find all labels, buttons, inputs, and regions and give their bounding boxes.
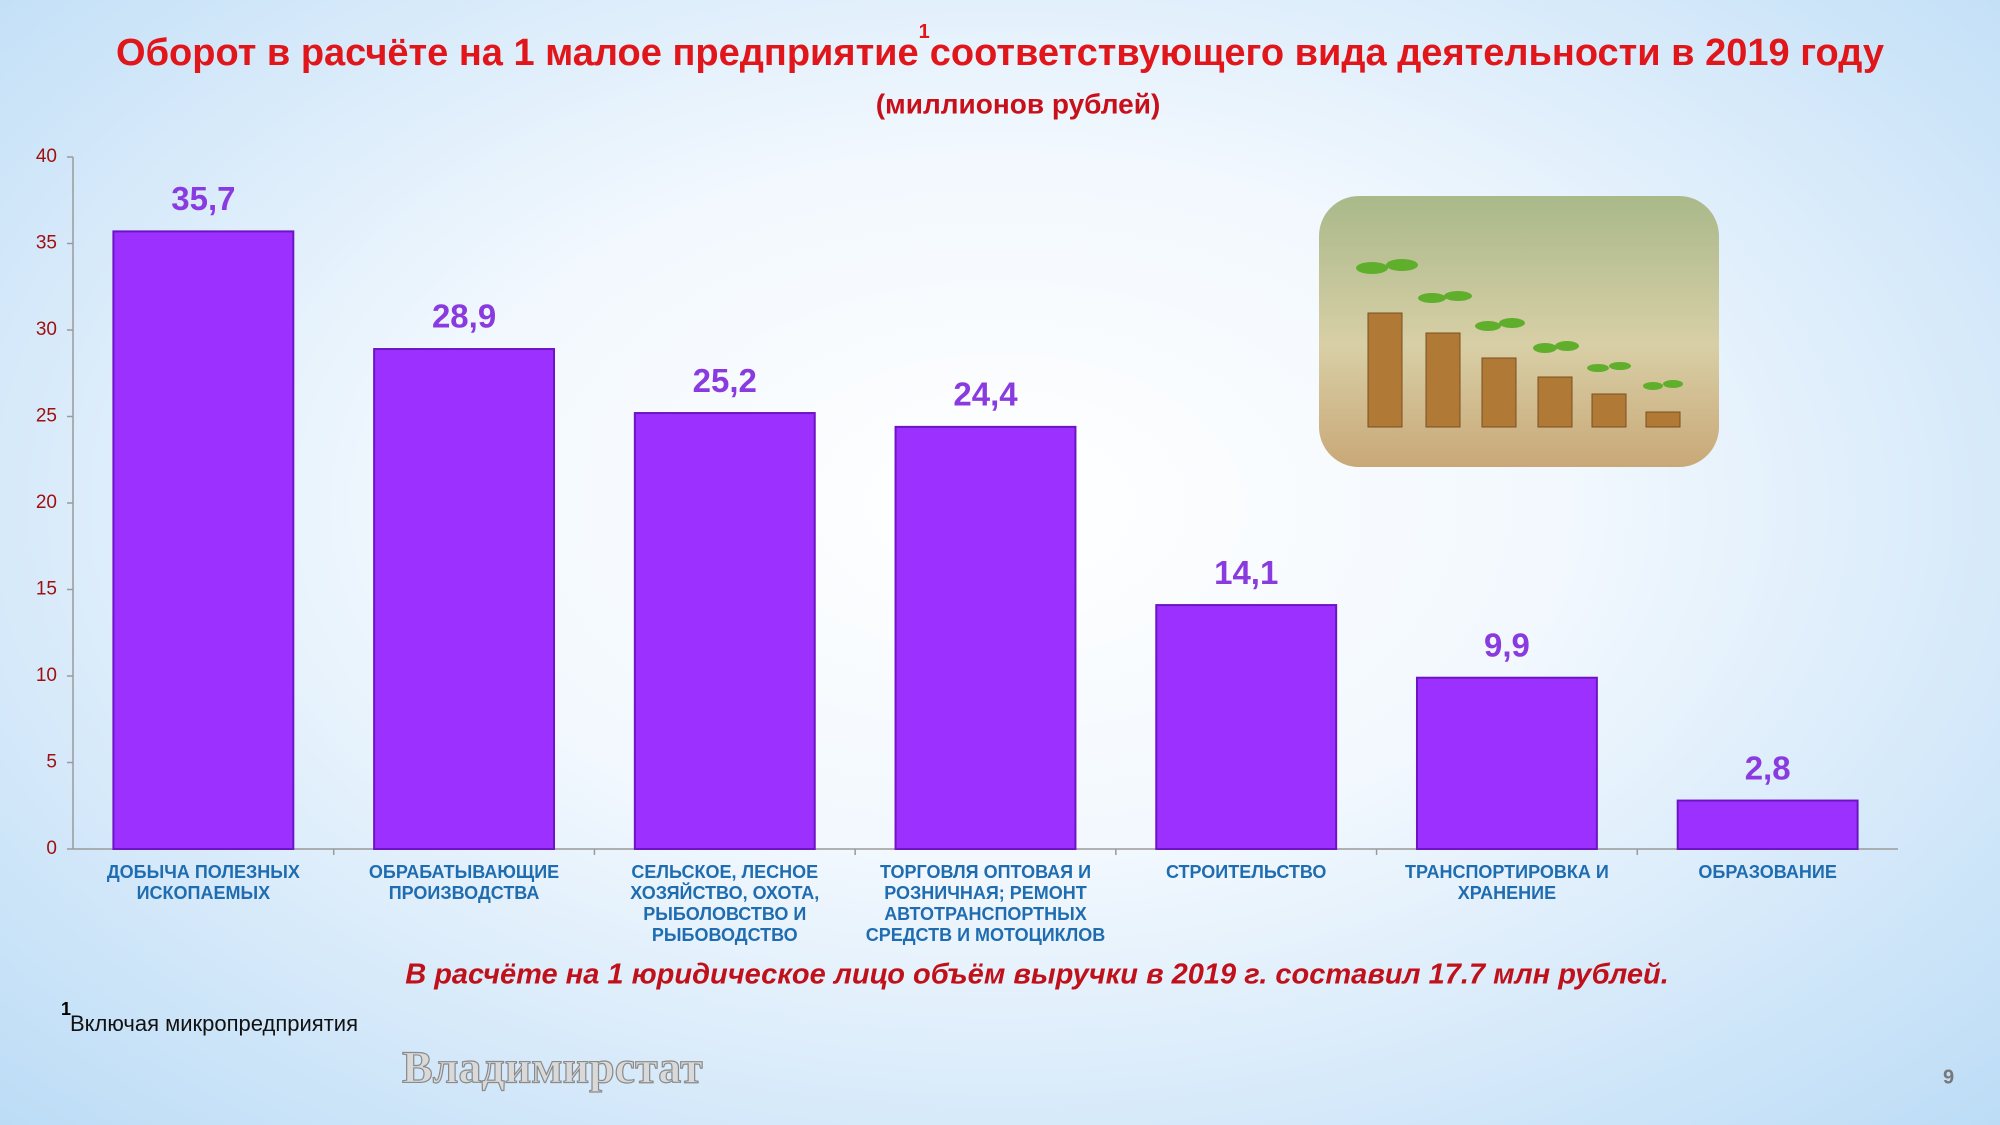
x-tick-label: ДОБЫЧА ПОЛЕЗНЫХ ИСКОПАЕМЫХ xyxy=(106,862,300,903)
value-label: 35,7 xyxy=(171,180,235,217)
note: В расчёте на 1 юридическое лицо объём вы… xyxy=(405,959,1669,991)
title-note-ref: 1 xyxy=(919,21,930,43)
y-tick-label: 15 xyxy=(36,579,57,600)
y-tick-label: 20 xyxy=(36,492,57,513)
chart-title: Оборот в расчёте на 1 малое предприятие1… xyxy=(116,21,1884,74)
value-label: 24,4 xyxy=(953,376,1018,413)
value-label: 9,9 xyxy=(1484,626,1530,663)
y-tick-label: 10 xyxy=(36,665,57,686)
x-tick-label: ТРАНСПОРТИРОВКА И ХРАНЕНИЕ xyxy=(1405,862,1609,903)
title-part: Оборот в расчёте на 1 малое предприятие xyxy=(116,32,919,74)
watermark: Владимирстат xyxy=(402,1042,703,1093)
bar xyxy=(1155,604,1338,850)
x-tick-label: ОБРАБАТЫВАЮЩИЕ ПРОИЗВОДСТВА xyxy=(368,862,560,903)
bar xyxy=(633,412,816,850)
y-tick-label: 40 xyxy=(36,146,57,167)
photo xyxy=(1319,196,1719,467)
value-label: 14,1 xyxy=(1214,554,1278,591)
sprouts xyxy=(1356,259,1683,390)
y-tick-label: 30 xyxy=(36,319,57,340)
x-tick-label: ТОРГОВЛЯ ОПТОВАЯ И РОЗНИЧНАЯ; РЕМОНТ АВТ… xyxy=(865,862,1106,945)
value-label: 25,2 xyxy=(693,362,757,399)
bar xyxy=(1676,799,1859,850)
y-tick-label: 35 xyxy=(36,233,57,254)
chart-subtitle: (миллионов рублей) xyxy=(876,88,1161,119)
coin-stacks xyxy=(1367,312,1681,428)
bar xyxy=(894,425,1077,850)
y-tick-label: 0 xyxy=(46,838,57,859)
x-tick-label: СЕЛЬСКОЕ, ЛЕСНОЕ ХОЗЯЙСТВО, ОХОТА, РЫБОЛ… xyxy=(630,862,820,945)
footnote-mark: 1 xyxy=(61,999,71,1019)
bar xyxy=(373,348,556,850)
y-tick-label: 5 xyxy=(46,752,57,773)
x-tick-label: ОБРАЗОВАНИЕ xyxy=(1698,862,1837,882)
title-part: соответствующего вида деятельности в 201… xyxy=(930,32,1884,74)
value-label: 28,9 xyxy=(432,298,496,335)
value-label: 2,8 xyxy=(1745,749,1791,786)
bar xyxy=(1415,676,1598,850)
footnote: Включая микропредприятия xyxy=(70,1011,358,1036)
x-tick-label: СТРОИТЕЛЬСТВО xyxy=(1165,862,1327,882)
bar xyxy=(112,230,295,850)
y-tick-label: 25 xyxy=(36,406,57,427)
page-number: 9 xyxy=(1943,1066,1954,1088)
